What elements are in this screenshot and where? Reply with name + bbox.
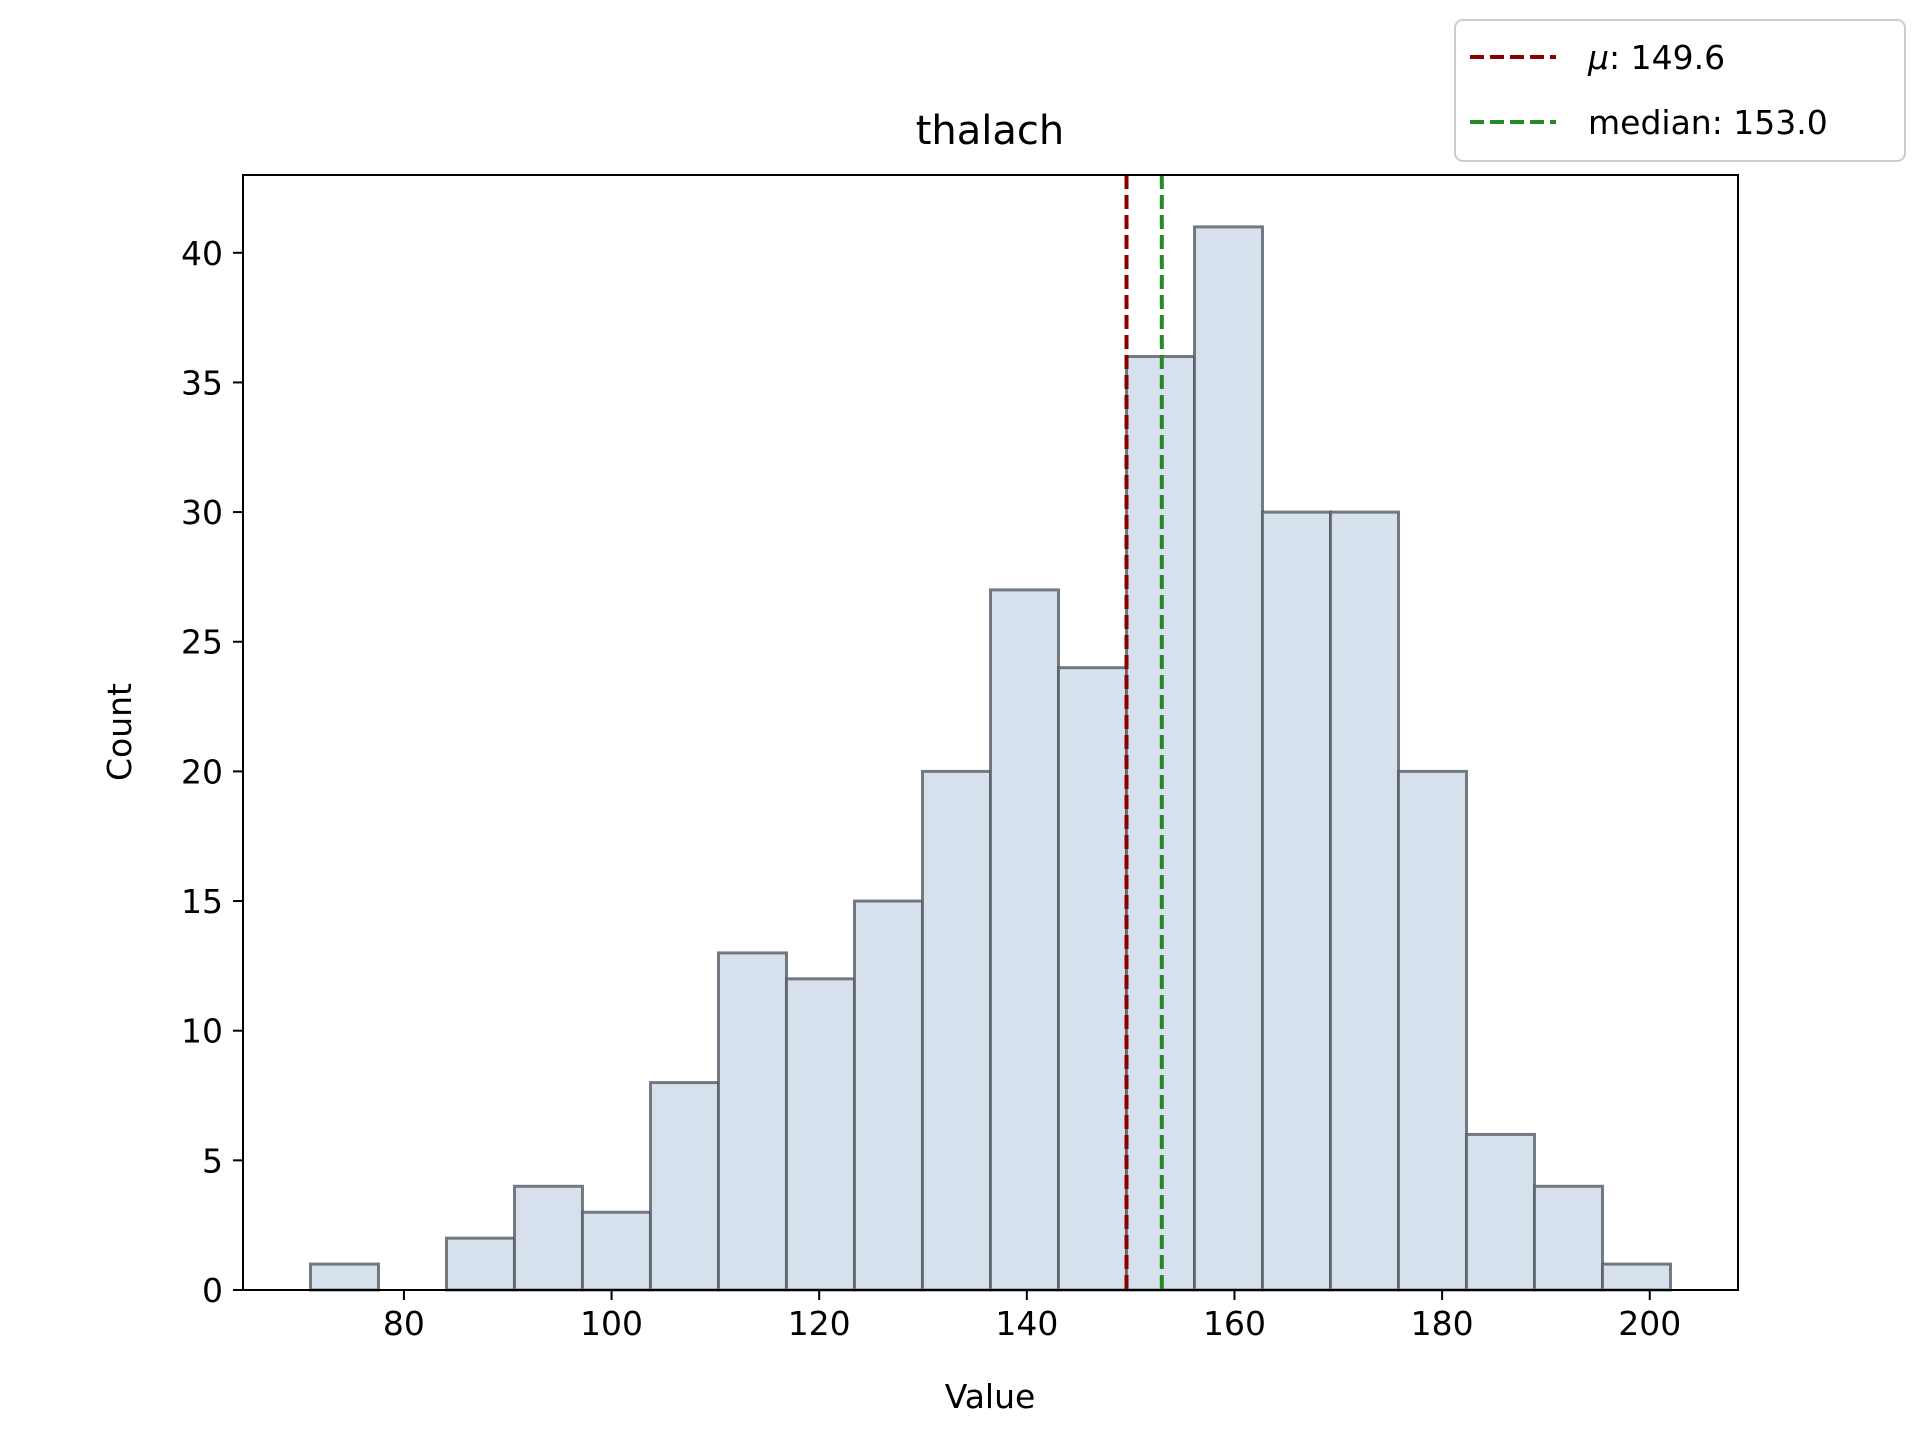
plot-frame [242, 174, 1739, 1291]
legend-mean-value: : 149.6 [1609, 38, 1725, 77]
histogram-bar [580, 1210, 652, 1292]
x-tick-label: 160 [1203, 1304, 1266, 1343]
chart-title: thalach [916, 108, 1065, 154]
y-tick-label: 15 [181, 882, 223, 921]
y-tick-label: 35 [181, 363, 223, 402]
reference-lines [1124, 175, 1164, 1290]
histogram-bar [1533, 1184, 1605, 1292]
histogram-bar [648, 1081, 720, 1292]
x-axis-label: Value [945, 1377, 1036, 1416]
y-tick-label: 20 [181, 752, 223, 791]
histogram-bar [989, 588, 1061, 1292]
y-tick-label: 25 [181, 623, 223, 662]
legend-label-median: median: 153.0 [1588, 103, 1828, 142]
histogram-bar [1193, 225, 1265, 1292]
y-tick-label: 0 [202, 1271, 223, 1310]
histogram-bar [852, 899, 924, 1292]
histogram-bar [1329, 510, 1401, 1292]
x-tick-label: 80 [383, 1304, 425, 1343]
histogram-bar [920, 769, 993, 1292]
y-tick-label: 40 [181, 234, 223, 273]
histogram-bar [512, 1184, 584, 1292]
histogram-bar [1057, 666, 1129, 1292]
histogram-bar [444, 1236, 516, 1292]
y-tick-label: 30 [181, 493, 223, 532]
histogram-bar [1261, 510, 1333, 1292]
histogram-bars [308, 225, 1673, 1292]
y-axis-label: Count [100, 683, 139, 781]
x-axis-ticks: 80 100 120 140 160 180 200 [383, 1290, 1681, 1343]
x-tick-label: 180 [1411, 1304, 1474, 1343]
y-tick-label: 10 [181, 1012, 223, 1051]
legend-label-mean: μ: 149.6 [1587, 38, 1725, 77]
x-tick-label: 100 [580, 1304, 643, 1343]
histogram-bar [716, 951, 788, 1292]
legend-box [1454, 19, 1906, 162]
legend: μ: 149.6 median: 153.0 [1454, 19, 1906, 162]
legend-mean-symbol: μ [1587, 38, 1609, 77]
histogram-bar [1465, 1132, 1537, 1292]
histogram-bar [1601, 1262, 1673, 1292]
histogram-bar [308, 1262, 380, 1292]
y-axis-ticks: 0 5 10 15 20 25 30 35 40 [181, 234, 243, 1310]
x-tick-label: 120 [788, 1304, 851, 1343]
histogram-bar [1397, 769, 1469, 1292]
x-tick-label: 140 [995, 1304, 1058, 1343]
y-tick-label: 5 [202, 1141, 223, 1180]
histogram-bar [784, 977, 856, 1292]
x-tick-label: 200 [1618, 1304, 1681, 1343]
